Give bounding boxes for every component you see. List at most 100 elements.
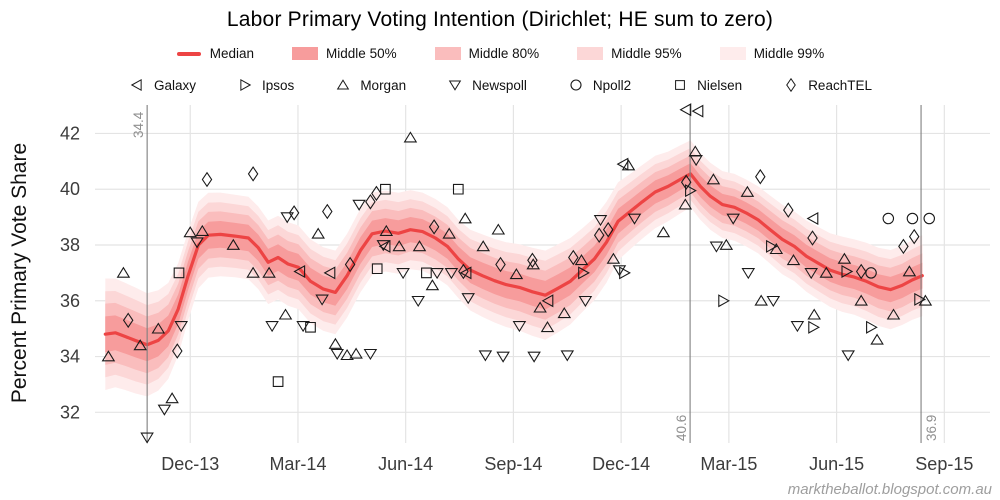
poll-point-ipsos xyxy=(685,184,697,198)
diamond-glyph xyxy=(786,77,797,93)
poll-point-newspoll xyxy=(330,348,344,361)
triangle-down-icon xyxy=(448,80,462,91)
poll-point-morgan xyxy=(165,392,179,404)
poll-point-morgan xyxy=(621,159,636,171)
poll-point-galaxy xyxy=(679,103,692,117)
poll-point-reachtel xyxy=(365,194,376,210)
poll-point-ipsos xyxy=(619,266,631,280)
poll-point-nielsen xyxy=(272,376,284,387)
median-swatch-icon xyxy=(176,51,201,56)
poll-point-reachtel xyxy=(288,205,300,221)
poll-point-reachtel xyxy=(680,174,692,190)
poll-point-newspoll xyxy=(461,293,475,305)
reference-label: 36.9 xyxy=(924,415,939,441)
poll-point-reachtel xyxy=(807,230,818,246)
poll-point-morgan xyxy=(769,242,784,255)
poll-point-newspoll xyxy=(396,268,410,280)
poll-point-reachtel xyxy=(122,312,134,329)
poll-point-newspoll xyxy=(512,321,527,333)
poll-point-morgan xyxy=(101,350,116,362)
poll-point-morgan xyxy=(340,348,354,361)
band-swatch-icon xyxy=(719,47,746,60)
poll-point-morgan xyxy=(116,266,131,278)
poll-point-ipsos xyxy=(841,264,854,279)
triangle-right-glyph xyxy=(240,78,252,92)
poll-point-morgan xyxy=(606,252,621,264)
band-swatch-icon xyxy=(292,47,319,60)
poll-point-newspoll xyxy=(265,321,279,333)
band-legend: Median Middle 50% Middle 80% Middle 95% Midd… xyxy=(0,46,1000,61)
poll-point-morgan xyxy=(412,240,427,252)
poll-point-newspoll xyxy=(709,241,724,253)
poll-point-reachtel xyxy=(344,256,356,273)
poll-point-newspoll xyxy=(766,295,781,308)
legend-pollster-ipsos: Ipsos xyxy=(236,76,294,94)
poll-point-reachtel xyxy=(201,171,213,188)
poll-point-newspoll xyxy=(496,351,510,363)
triangle-up-glyph xyxy=(337,79,350,90)
poll-point-morgan xyxy=(491,223,506,235)
poll-point-morgan xyxy=(540,321,555,333)
poll-point-newspoll xyxy=(804,268,818,280)
legend-label: Middle 95% xyxy=(611,46,682,61)
poll-point-newspoll xyxy=(352,199,366,211)
chart-title: Labor Primary Voting Intention (Dirichle… xyxy=(226,8,774,31)
watermark: marktheballot.blogspot.com.au xyxy=(788,481,993,498)
poll-point-nielsen xyxy=(452,183,464,195)
poll-point-morgan xyxy=(557,307,572,319)
poll-point-morgan xyxy=(754,294,768,306)
poll-point-morgan xyxy=(807,308,821,320)
poll-point-ipsos xyxy=(808,320,821,334)
reference-label: 34.4 xyxy=(131,111,146,138)
poll-point-npoll2 xyxy=(882,212,895,225)
poll-point-morgan xyxy=(379,224,394,236)
poll-point-reachtel xyxy=(908,228,920,245)
poll-point-galaxy xyxy=(541,294,554,308)
poll-point-morgan xyxy=(246,266,260,278)
legend-label: ReachTEL xyxy=(808,77,872,93)
poll-point-ipsos xyxy=(718,294,731,308)
poll-point-newspoll xyxy=(411,295,425,308)
poll-point-newspoll xyxy=(363,348,378,361)
legend-label: Galaxy xyxy=(154,77,197,93)
poll-point-reachtel xyxy=(755,168,766,185)
y-tick-label: 32 xyxy=(60,402,80,422)
poll-point-newspoll xyxy=(560,350,575,362)
poll-point-newspoll xyxy=(741,268,756,280)
poll-point-morgan xyxy=(837,252,852,264)
poll-point-reachtel xyxy=(371,185,382,202)
circle-icon xyxy=(570,79,582,91)
square-glyph xyxy=(675,80,686,90)
poll-point-galaxy xyxy=(378,239,391,253)
poll-point-reachtel xyxy=(172,343,183,359)
poll-point-reachtel xyxy=(855,263,867,280)
poll-point-npoll2 xyxy=(906,212,919,225)
triangle-left-icon xyxy=(130,78,142,92)
poll-point-newspoll xyxy=(190,237,204,249)
poll-point-morgan xyxy=(262,266,276,278)
y-tick-label: 38 xyxy=(60,235,80,255)
poll-point-newspoll xyxy=(376,240,391,252)
poll-point-reachtel xyxy=(593,227,605,243)
y-tick-label: 36 xyxy=(60,291,80,311)
poll-point-newspoll xyxy=(578,295,593,308)
legend-label: Median xyxy=(209,46,255,61)
y-tick-label: 40 xyxy=(60,179,80,199)
legend-label: Nielsen xyxy=(697,77,743,93)
poll-point-nielsen xyxy=(380,183,391,195)
poll-point-morgan xyxy=(226,238,241,250)
legend-label: Newspoll xyxy=(472,77,527,93)
poll-point-ipsos xyxy=(866,320,878,334)
poll-point-newspoll xyxy=(478,350,493,362)
poll-point-morgan xyxy=(425,279,440,291)
poll-point-galaxy xyxy=(459,266,472,280)
legend-label: Middle 99% xyxy=(753,46,825,61)
poll-point-newspoll xyxy=(174,321,188,333)
legend-pollster-morgan: Morgan xyxy=(334,76,406,94)
poll-point-reachtel xyxy=(527,252,538,269)
poll-point-newspoll xyxy=(841,350,855,362)
poll-point-newspoll xyxy=(140,432,154,444)
poll-point-morgan xyxy=(278,308,293,320)
